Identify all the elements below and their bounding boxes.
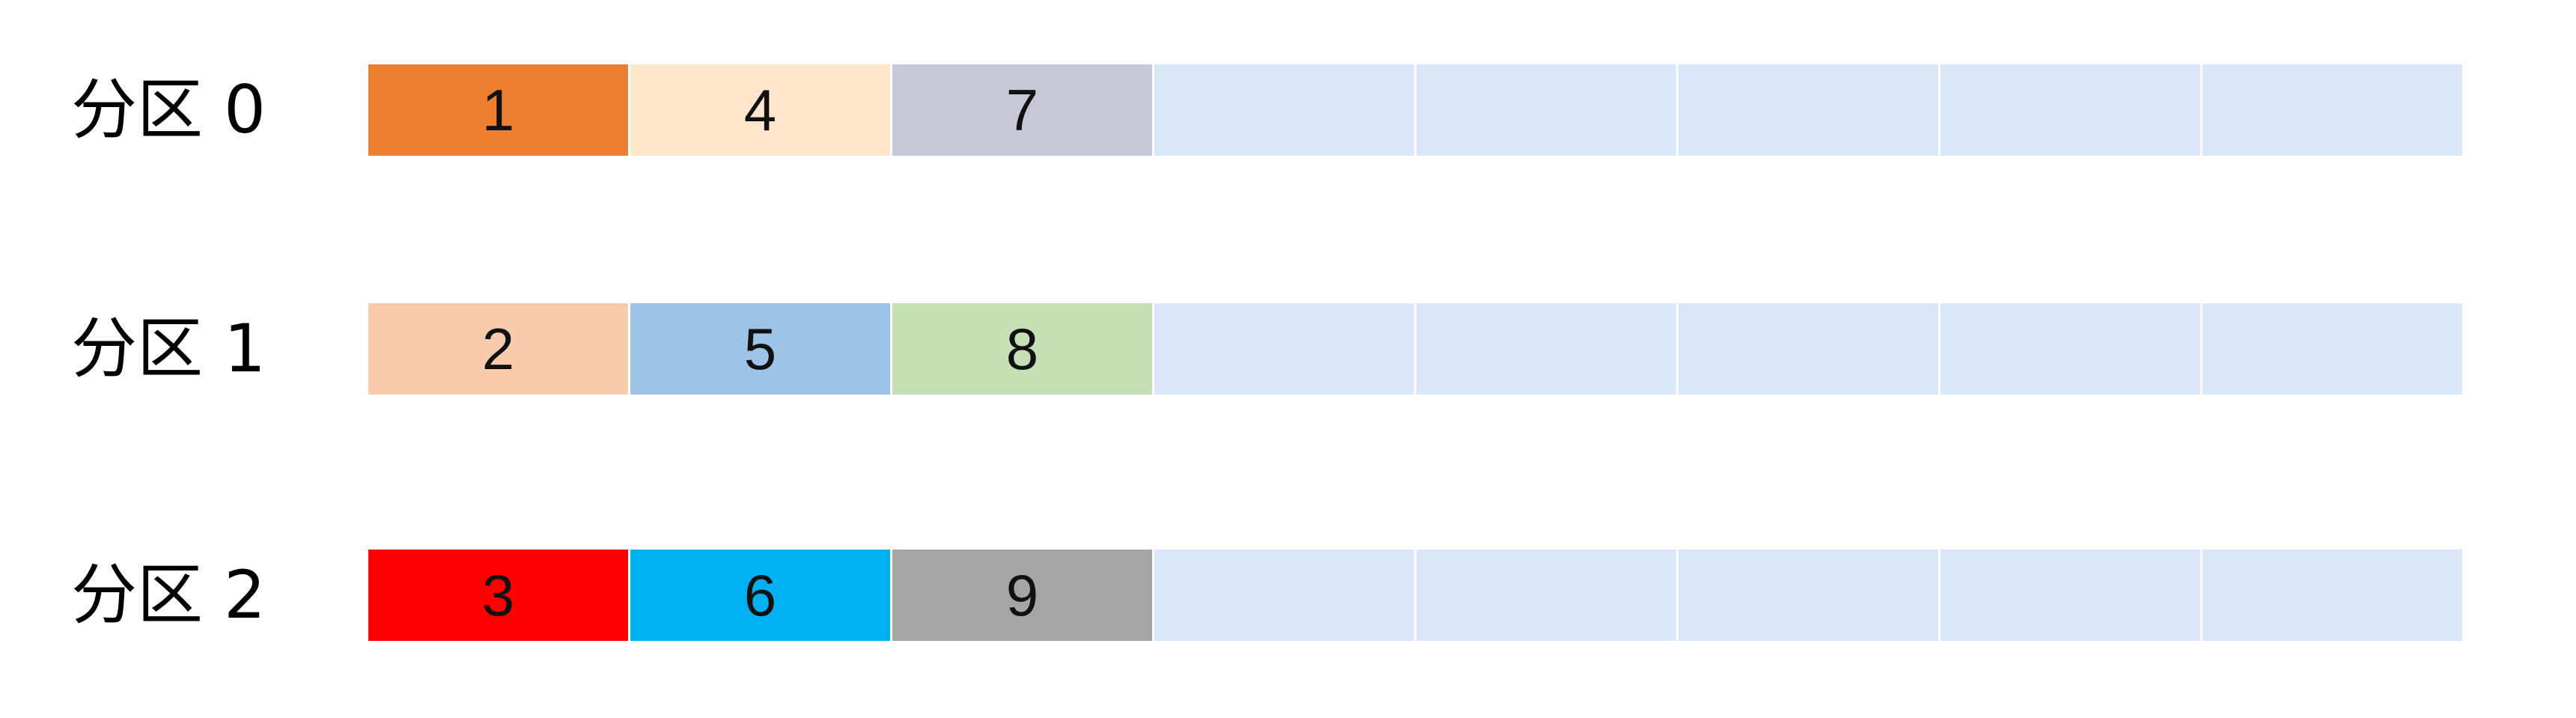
empty-slot	[1154, 550, 1414, 641]
message-cell: 3	[368, 550, 628, 641]
message-cell: 5	[630, 303, 890, 395]
message-cell: 7	[892, 64, 1152, 156]
partition-label: 分区 1	[71, 310, 266, 387]
empty-slot	[1940, 550, 2200, 641]
empty-slot	[1678, 64, 1938, 156]
message-cell: 4	[630, 64, 890, 156]
empty-slot	[2202, 550, 2462, 641]
message-cell: 8	[892, 303, 1152, 395]
partition-label: 分区 0	[71, 71, 266, 148]
empty-slot	[1678, 550, 1938, 641]
empty-slot	[1416, 303, 1676, 395]
empty-slot	[1416, 550, 1676, 641]
empty-slot	[2202, 303, 2462, 395]
empty-slot	[1416, 64, 1676, 156]
message-cell: 9	[892, 550, 1152, 641]
empty-slot	[2202, 64, 2462, 156]
empty-slot	[1154, 303, 1414, 395]
empty-slot	[1154, 64, 1414, 156]
empty-slot	[1678, 303, 1938, 395]
partition-label: 分区 2	[71, 556, 266, 633]
message-cell: 2	[368, 303, 628, 395]
message-cell: 1	[368, 64, 628, 156]
message-cell: 6	[630, 550, 890, 641]
empty-slot	[1940, 303, 2200, 395]
empty-slot	[1940, 64, 2200, 156]
